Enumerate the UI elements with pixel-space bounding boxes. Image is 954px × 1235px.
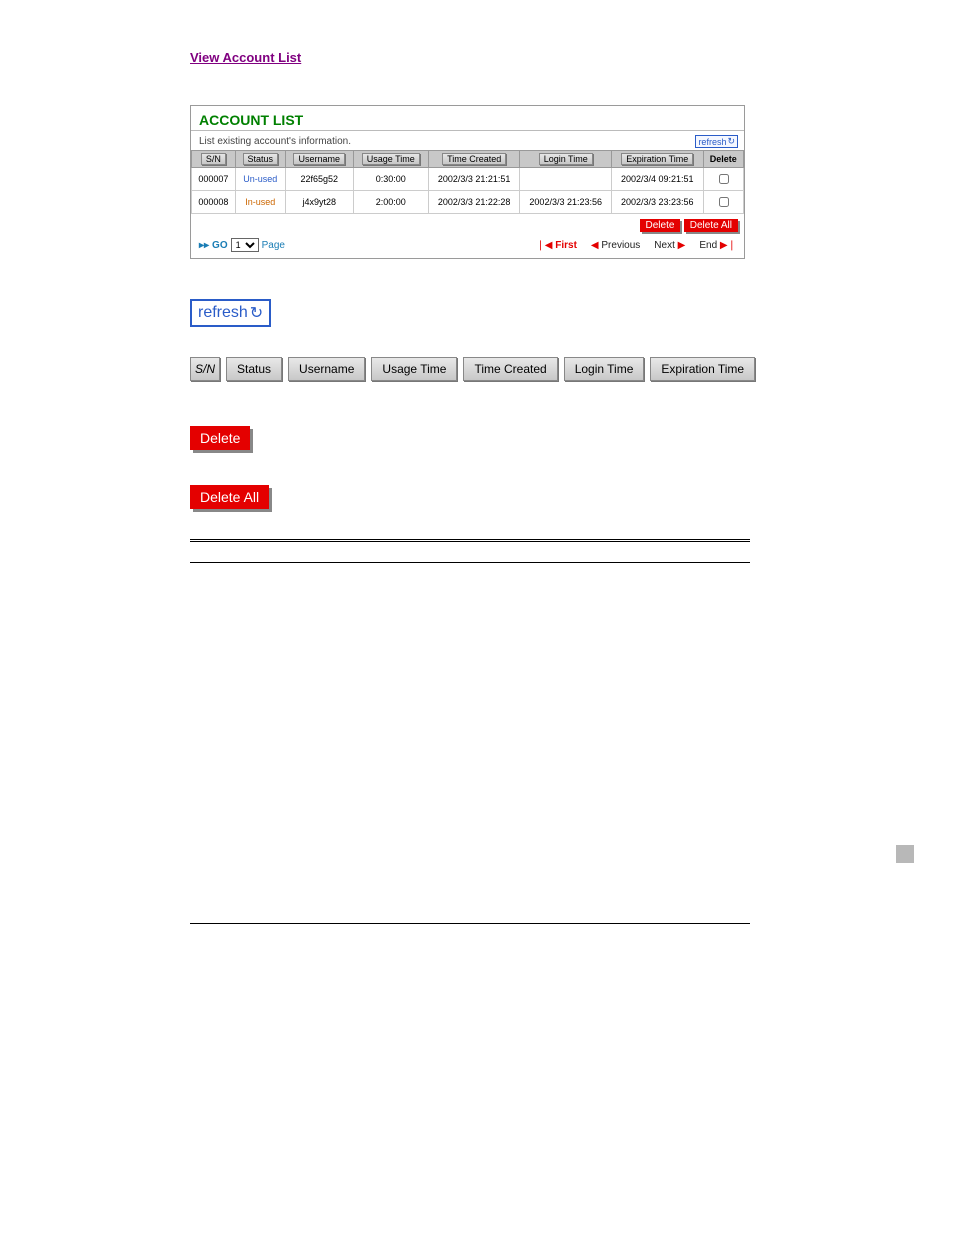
cell-delete[interactable] xyxy=(703,168,743,191)
cell-login: 2002/3/3 21:23:56 xyxy=(520,191,612,214)
strip-status[interactable]: Status xyxy=(226,357,282,381)
go-pager[interactable]: ▸▸GO 1 Page xyxy=(199,238,285,252)
strip-usage[interactable]: Usage Time xyxy=(371,357,457,381)
refresh-icon: ↻ xyxy=(727,136,735,147)
pager-next[interactable]: Next ▶ xyxy=(654,240,685,251)
page-select[interactable]: 1 xyxy=(231,238,259,252)
pager-prev-icon: ◀ xyxy=(591,240,599,251)
panel-title: ACCOUNT LIST xyxy=(191,106,744,131)
pager-previous[interactable]: ◀ Previous xyxy=(591,240,640,251)
cell-login xyxy=(520,168,612,191)
delete-button[interactable]: Delete xyxy=(640,219,681,232)
cell-sn: 000008 xyxy=(192,191,236,214)
cell-status: In-used xyxy=(235,191,285,214)
divider-bottom xyxy=(190,923,750,924)
col-expiration[interactable]: Expiration Time xyxy=(611,151,703,168)
divider-solid xyxy=(190,562,750,563)
table-row: 000008 In-used j4x9yt28 2:00:00 2002/3/3… xyxy=(192,191,744,214)
delete-button-large[interactable]: Delete xyxy=(190,426,250,450)
strip-expiration[interactable]: Expiration Time xyxy=(650,357,755,381)
col-delete: Delete xyxy=(703,151,743,168)
go-label: GO xyxy=(212,240,228,251)
col-created[interactable]: Time Created xyxy=(428,151,520,168)
pager-first-icon: ❘◀ xyxy=(536,240,552,251)
refresh-button-large[interactable]: refresh↻ xyxy=(190,299,271,327)
divider-double xyxy=(190,539,750,542)
cell-usage: 0:30:00 xyxy=(353,168,428,191)
cell-created: 2002/3/3 21:22:28 xyxy=(428,191,520,214)
refresh-label: refresh xyxy=(698,137,726,147)
side-marker xyxy=(896,845,914,863)
pager-end-icon: ▶❘ xyxy=(720,240,736,251)
delete-all-button-large[interactable]: Delete All xyxy=(190,485,269,509)
col-usage[interactable]: Usage Time xyxy=(353,151,428,168)
cell-username: 22f65g52 xyxy=(285,168,353,191)
delete-checkbox[interactable] xyxy=(719,174,729,184)
pager-go-arrow-icon: ▸▸ xyxy=(199,240,209,251)
column-header-strip: S/N Status Username Usage Time Time Crea… xyxy=(190,357,764,381)
cell-expiration: 2002/3/3 23:23:56 xyxy=(611,191,703,214)
refresh-label-large: refresh xyxy=(198,304,248,322)
strip-username[interactable]: Username xyxy=(288,357,365,381)
account-table: S/N Status Username Usage Time Time Crea… xyxy=(191,150,744,214)
pager-first[interactable]: ❘◀ First xyxy=(536,240,577,251)
cell-username: j4x9yt28 xyxy=(285,191,353,214)
cell-delete[interactable] xyxy=(703,191,743,214)
strip-created[interactable]: Time Created xyxy=(463,357,557,381)
view-account-list-link[interactable]: View Account List xyxy=(190,50,301,65)
col-status[interactable]: Status xyxy=(235,151,285,168)
table-row: 000007 Un-used 22f65g52 0:30:00 2002/3/3… xyxy=(192,168,744,191)
cell-status: Un-used xyxy=(235,168,285,191)
cell-usage: 2:00:00 xyxy=(353,191,428,214)
cell-expiration: 2002/3/4 09:21:51 xyxy=(611,168,703,191)
pager-end[interactable]: End ▶❘ xyxy=(699,240,736,251)
delete-all-button[interactable]: Delete All xyxy=(684,219,738,232)
page-label: Page xyxy=(262,240,285,251)
pager-next-icon: ▶ xyxy=(678,240,686,251)
cell-created: 2002/3/3 21:21:51 xyxy=(428,168,520,191)
account-list-panel: ACCOUNT LIST List existing account's inf… xyxy=(190,105,745,259)
col-sn[interactable]: S/N xyxy=(192,151,236,168)
strip-sn[interactable]: S/N xyxy=(190,357,220,381)
cell-sn: 000007 xyxy=(192,168,236,191)
panel-subtitle: List existing account's information. xyxy=(199,136,351,147)
refresh-button-small[interactable]: refresh↻ xyxy=(695,135,738,148)
strip-login[interactable]: Login Time xyxy=(564,357,645,381)
col-username[interactable]: Username xyxy=(285,151,353,168)
refresh-icon: ↻ xyxy=(250,303,263,323)
delete-checkbox[interactable] xyxy=(719,197,729,207)
col-login[interactable]: Login Time xyxy=(520,151,612,168)
